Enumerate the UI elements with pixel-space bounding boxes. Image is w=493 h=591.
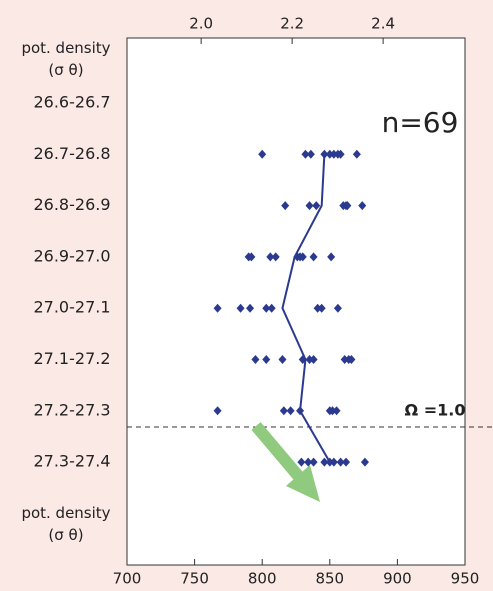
point bbox=[267, 303, 276, 313]
x-tick-label: 700 bbox=[113, 570, 142, 588]
point bbox=[340, 355, 349, 364]
point bbox=[286, 406, 295, 416]
point bbox=[317, 303, 326, 313]
point bbox=[343, 201, 352, 211]
x2-tick-label: 2.4 bbox=[371, 15, 395, 33]
point bbox=[298, 252, 307, 262]
point bbox=[336, 149, 345, 159]
annotation: n=69 bbox=[382, 106, 459, 139]
point bbox=[262, 355, 271, 364]
y-label-bottom: pot. density (σ θ) bbox=[21, 504, 110, 544]
point bbox=[327, 252, 336, 262]
point bbox=[325, 457, 334, 467]
point bbox=[281, 201, 290, 211]
y-tick-label: 27.1-27.2 bbox=[33, 349, 110, 368]
point bbox=[332, 406, 341, 416]
point bbox=[278, 355, 287, 364]
y-tick-label: 26.8-26.9 bbox=[33, 195, 110, 214]
y-tick-label: 27.3-27.4 bbox=[33, 452, 110, 471]
point bbox=[325, 149, 334, 159]
arrow bbox=[251, 422, 320, 502]
point bbox=[297, 457, 306, 467]
point bbox=[213, 303, 222, 313]
point bbox=[328, 406, 337, 416]
x2-tick-label: 2.0 bbox=[189, 15, 213, 33]
x2-tick-label: 2.2 bbox=[280, 15, 304, 33]
y-tick-label: 26.7-26.8 bbox=[33, 144, 110, 163]
y-label-top: pot. density (σ θ) bbox=[21, 39, 110, 79]
x-tick-label: 950 bbox=[451, 570, 480, 588]
y-tick-label: 26.6-26.7 bbox=[33, 93, 110, 112]
y-tick-label: 27.2-27.3 bbox=[33, 400, 110, 419]
point bbox=[347, 355, 356, 364]
point bbox=[333, 303, 342, 313]
point bbox=[360, 457, 369, 467]
point bbox=[329, 457, 338, 467]
point bbox=[271, 252, 280, 262]
x-tick-label: 800 bbox=[248, 570, 277, 588]
point bbox=[312, 201, 321, 211]
point bbox=[236, 303, 245, 313]
point bbox=[213, 406, 222, 416]
point bbox=[309, 252, 318, 262]
point bbox=[306, 149, 315, 159]
point bbox=[320, 457, 329, 467]
point bbox=[246, 303, 255, 313]
point bbox=[329, 149, 338, 159]
point bbox=[309, 457, 318, 467]
point bbox=[305, 355, 314, 364]
point bbox=[313, 303, 322, 313]
point bbox=[304, 457, 313, 467]
point bbox=[298, 355, 307, 364]
point bbox=[336, 457, 345, 467]
point bbox=[352, 149, 361, 159]
y-tick-label: 27.0-27.1 bbox=[33, 298, 110, 317]
point bbox=[247, 252, 256, 262]
point bbox=[279, 406, 288, 416]
point bbox=[320, 149, 329, 159]
x-tick-label: 750 bbox=[180, 570, 209, 588]
point bbox=[301, 149, 310, 159]
y-tick-label: 26.9-27.0 bbox=[33, 246, 110, 265]
point bbox=[251, 355, 260, 364]
x-tick-label: 900 bbox=[383, 570, 412, 588]
point bbox=[342, 457, 351, 467]
point bbox=[262, 303, 271, 313]
point bbox=[296, 406, 305, 416]
point bbox=[358, 201, 367, 211]
x-tick-label: 850 bbox=[315, 570, 344, 588]
point bbox=[309, 355, 318, 364]
threshold-label: Ω =1.0 bbox=[405, 401, 466, 420]
point bbox=[258, 149, 267, 159]
point bbox=[266, 252, 275, 262]
point bbox=[305, 201, 314, 211]
